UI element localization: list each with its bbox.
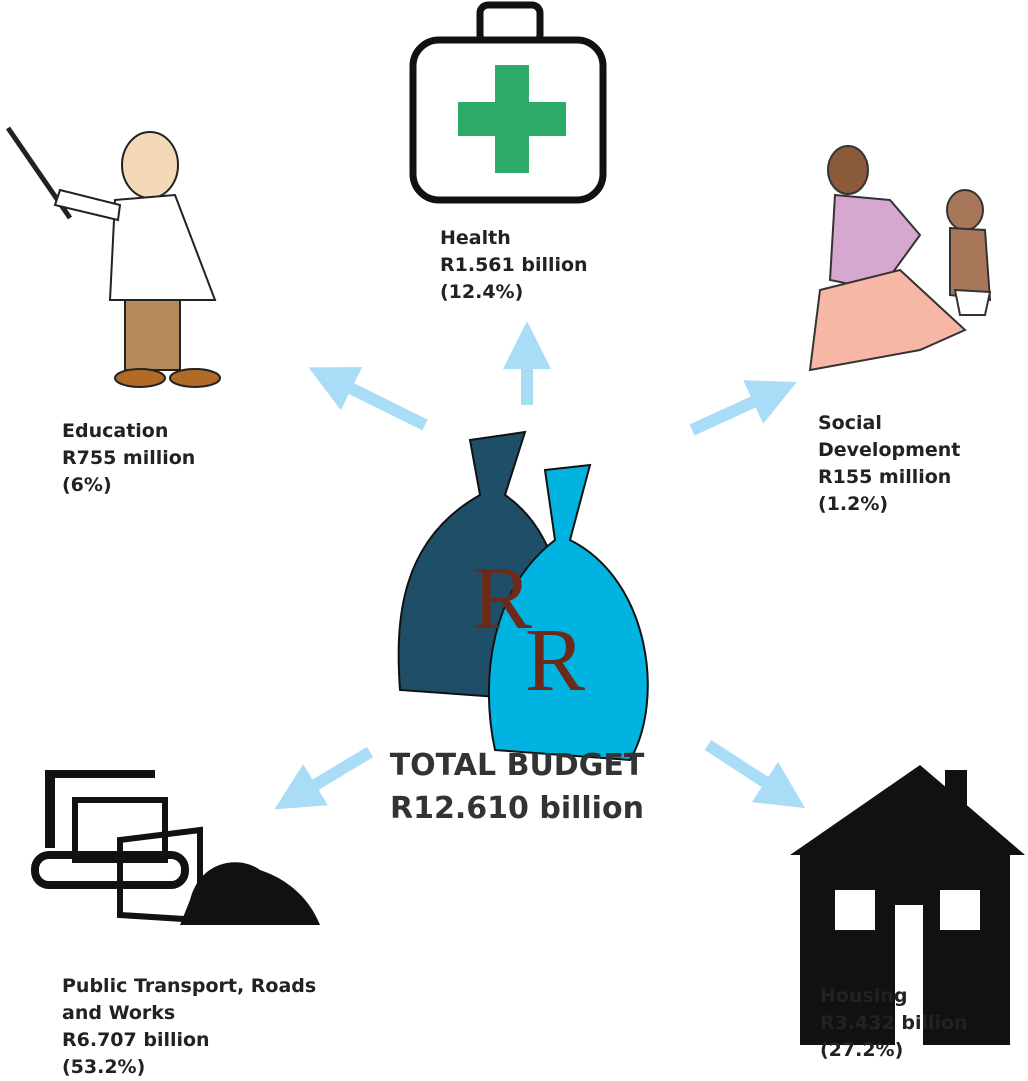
node-name: Housing bbox=[820, 985, 908, 1007]
arrow bbox=[274, 746, 374, 810]
node-share: (6%) bbox=[62, 474, 112, 496]
node-name: Public Transport, Roads and Works bbox=[62, 975, 317, 1024]
node-share: (12.4%) bbox=[440, 281, 524, 303]
house bbox=[790, 765, 1025, 1045]
first-aid-kit bbox=[409, 1, 607, 204]
node-amount: R755 million bbox=[62, 447, 196, 469]
node-amount: R155 million bbox=[818, 466, 952, 488]
node-amount: R1.561 billion bbox=[440, 254, 588, 276]
education-label: Education R755 million (6%) bbox=[62, 418, 195, 499]
bag-letter: R bbox=[525, 611, 585, 710]
node-name: Health bbox=[440, 227, 511, 249]
node-name: Education bbox=[62, 420, 169, 442]
money-bags: R R bbox=[397, 430, 649, 762]
node-amount: R6.707 billion bbox=[62, 1029, 210, 1051]
arrow bbox=[704, 739, 806, 809]
transport-label: Public Transport, Roads and Works R6.707… bbox=[62, 973, 362, 1081]
node-share: (27.2%) bbox=[820, 1039, 904, 1061]
total-title: TOTAL BUDGET bbox=[389, 748, 645, 783]
health-label: Health R1.561 billion (12.4%) bbox=[440, 225, 588, 306]
bag-letter: R bbox=[472, 549, 532, 648]
arrow bbox=[689, 380, 797, 436]
mother-and-baby bbox=[808, 145, 992, 372]
bulldozer bbox=[31, 770, 320, 925]
arrows bbox=[274, 321, 806, 810]
node-name: Social Development bbox=[818, 412, 961, 461]
total-amount: R12.610 billion bbox=[390, 791, 644, 826]
node-share: (1.2%) bbox=[818, 493, 889, 515]
node-share: (53.2%) bbox=[62, 1056, 146, 1078]
social-development-label: Social Development R155 million (1.2%) bbox=[818, 410, 998, 518]
total-budget: TOTAL BUDGET R12.610 billion bbox=[330, 744, 704, 830]
arrow bbox=[308, 367, 428, 431]
teacher-figure bbox=[5, 126, 221, 388]
housing-label: Housing R3.432 billion (27.2%) bbox=[820, 983, 968, 1064]
node-amount: R3.432 billion bbox=[820, 1012, 968, 1034]
